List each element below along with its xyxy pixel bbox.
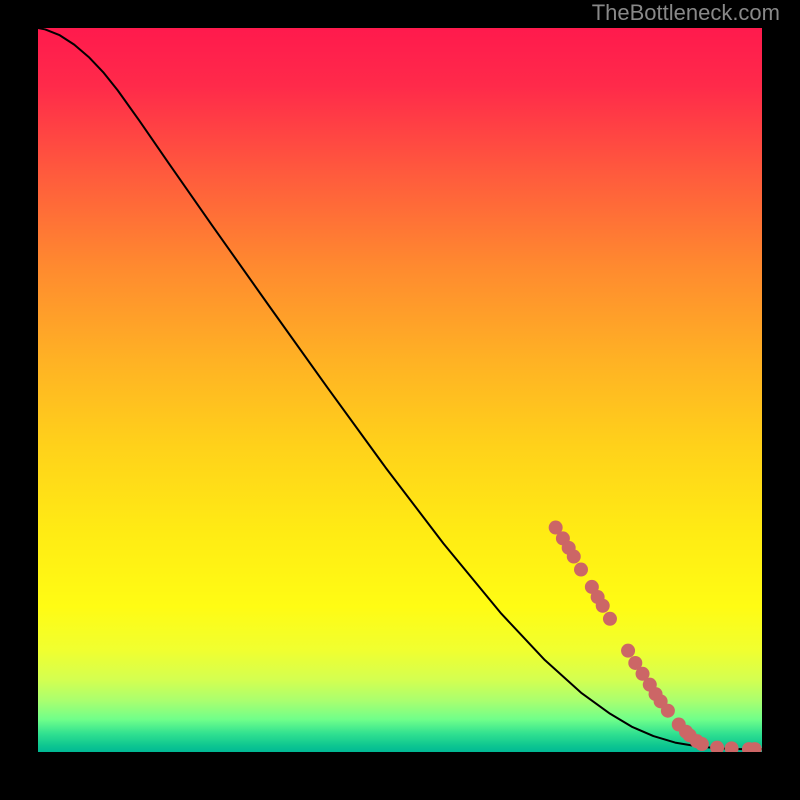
chart-overlay [38, 28, 762, 752]
data-marker [603, 612, 617, 626]
data-marker [695, 737, 709, 751]
data-marker [661, 704, 675, 718]
data-marker [710, 741, 724, 752]
data-marker [596, 599, 610, 613]
plot-area [38, 28, 762, 752]
curve-line [38, 28, 762, 749]
data-marker [725, 741, 739, 752]
data-marker [567, 550, 581, 564]
marker-group [549, 521, 762, 752]
data-marker [574, 563, 588, 577]
watermark-text: TheBottleneck.com [592, 0, 780, 26]
data-marker [621, 644, 635, 658]
